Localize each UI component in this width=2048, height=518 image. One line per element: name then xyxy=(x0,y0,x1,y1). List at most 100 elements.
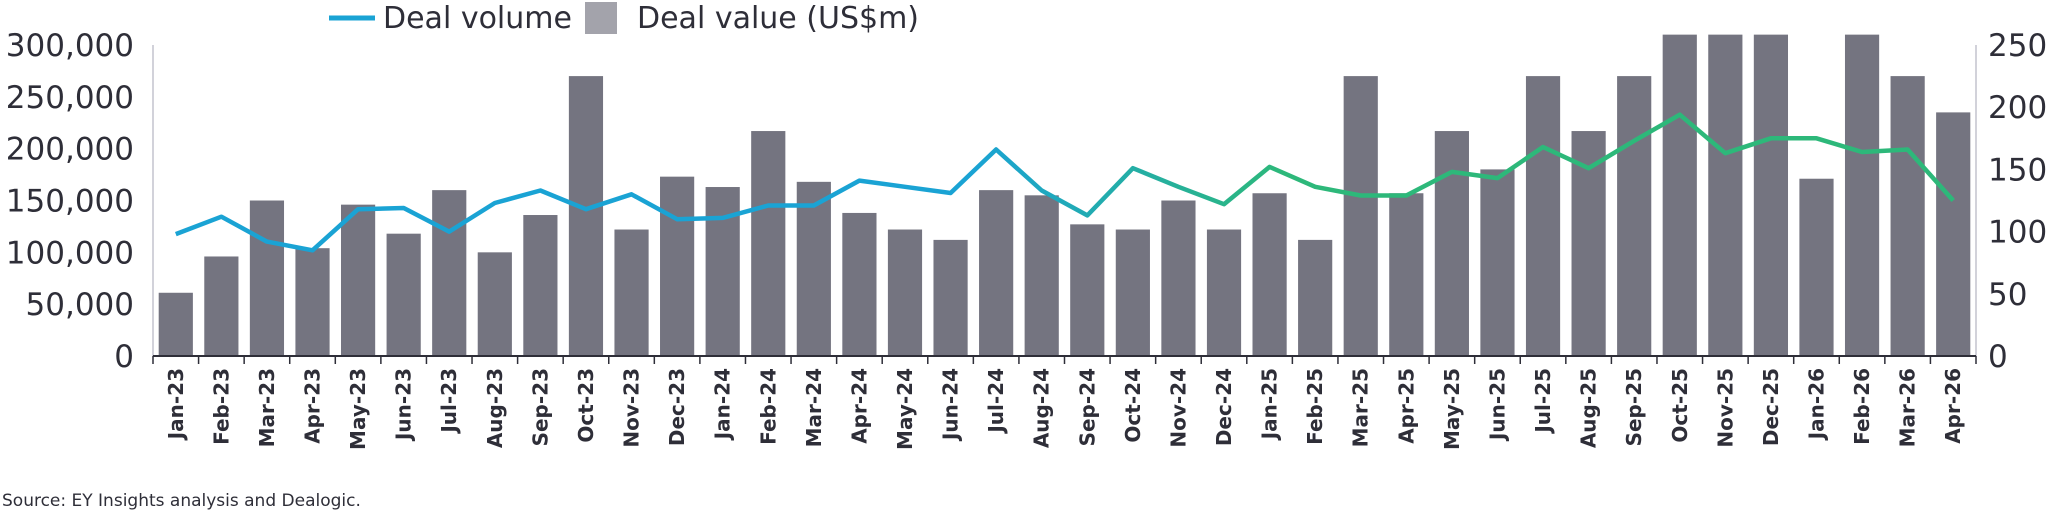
legend: Deal volume Deal value (US$m) xyxy=(329,1,919,36)
bar-deal-value xyxy=(1753,34,1789,357)
bar-deal-value xyxy=(1708,34,1743,357)
bar-deal-value xyxy=(887,229,923,356)
x-tick-label: Sep-23 xyxy=(528,368,552,446)
bar-deal-value xyxy=(1890,76,1925,356)
bar-deal-value xyxy=(1024,195,1059,356)
x-tick-label: Feb-26 xyxy=(1850,368,1874,445)
x-tick-label: Feb-25 xyxy=(1303,368,1327,445)
bar-deal-value xyxy=(477,252,512,356)
y-left-tick-label: 100,000 xyxy=(6,235,134,271)
x-tick-label: Nov-25 xyxy=(1713,368,1737,448)
bar-deal-value xyxy=(1844,34,1880,357)
x-tick-label: Dec-24 xyxy=(1212,368,1236,446)
bar-deal-value xyxy=(1480,169,1515,356)
bar-deal-value xyxy=(158,292,193,356)
bar-deal-value xyxy=(1662,34,1697,357)
x-tick-label: Jan-25 xyxy=(1258,368,1282,441)
x-tick-label: Dec-23 xyxy=(665,368,689,446)
legend-bar-swatch xyxy=(585,2,617,34)
bar-deal-value xyxy=(432,190,467,356)
x-tick-label: Jan-23 xyxy=(164,368,188,441)
x-tick-label: Jun-23 xyxy=(392,368,416,442)
x-tick-label: Aug-25 xyxy=(1577,368,1601,448)
y-right-tick-label: 100 xyxy=(1988,215,2047,251)
x-tick-label: Sep-25 xyxy=(1622,368,1646,446)
bar-deal-value xyxy=(796,181,831,356)
bar-deal-value xyxy=(842,212,877,356)
x-tick-label: Jun-25 xyxy=(1485,368,1509,442)
source-note: Source: EY Insights analysis and Dealogi… xyxy=(2,491,361,511)
x-tick-label: May-24 xyxy=(893,368,917,450)
x-tick-label: Apr-26 xyxy=(1941,368,1965,444)
x-tick-label: Nov-24 xyxy=(1166,368,1190,448)
bar-deal-value xyxy=(933,239,968,356)
x-tick-label: Jul-25 xyxy=(1531,368,1555,435)
bar-deal-value xyxy=(1115,229,1150,356)
x-tick-label: Aug-24 xyxy=(1030,368,1054,448)
y-left-tick-label: 200,000 xyxy=(6,132,134,168)
y-right-tick-label: 150 xyxy=(1988,152,2047,188)
x-tick-label: Jan-26 xyxy=(1804,368,1828,441)
y-right-tick-label: 50 xyxy=(1988,277,2027,313)
plot-area xyxy=(158,34,1971,357)
bar-deal-value xyxy=(1206,229,1242,356)
bar-deal-value xyxy=(568,76,604,356)
x-tick-label: May-25 xyxy=(1440,368,1464,450)
y-left-tick-label: 250,000 xyxy=(6,80,134,116)
x-tick-label: Apr-25 xyxy=(1394,368,1418,444)
x-tick-label: Nov-23 xyxy=(620,368,644,448)
y-right-tick-label: 250 xyxy=(1988,28,2047,64)
x-tick-label: Jul-24 xyxy=(984,368,1008,435)
line-deal-volume xyxy=(174,112,1955,253)
bar-deal-value xyxy=(386,233,421,356)
bar-deal-value xyxy=(1617,76,1652,356)
x-tick-label: Apr-24 xyxy=(847,368,871,444)
x-tick-label: Mar-23 xyxy=(255,368,279,447)
bar-deal-value xyxy=(1389,193,1424,356)
x-tick-label: Oct-25 xyxy=(1668,368,1692,443)
x-tick-label: Mar-26 xyxy=(1896,368,1920,447)
x-tick-label: Oct-23 xyxy=(574,368,598,443)
y-left-tick-label: 0 xyxy=(114,339,134,375)
bar-deal-value xyxy=(1252,193,1287,356)
legend-label-volume: Deal volume xyxy=(383,1,572,36)
x-tick-label: Feb-23 xyxy=(209,368,233,445)
bar-deal-value xyxy=(1161,200,1196,356)
x-tick-label: May-23 xyxy=(346,368,370,450)
x-tick-label: Mar-24 xyxy=(802,368,826,447)
x-tick-label: Sep-24 xyxy=(1075,368,1099,446)
bar-deal-value xyxy=(660,176,695,356)
bar-deal-value xyxy=(340,204,376,356)
bar-deal-value xyxy=(523,215,558,356)
axes: 0 50,000 100,000 150,000 200,000 250,000 300,0… xyxy=(6,28,2047,450)
bar-deal-value xyxy=(249,200,285,356)
y-right-tick-label: 200 xyxy=(1988,90,2047,126)
bar-deal-value xyxy=(1298,239,1333,356)
x-tick-label: Jun-24 xyxy=(939,368,963,442)
x-tick-label: Oct-24 xyxy=(1121,368,1145,443)
x-tick-label: Mar-25 xyxy=(1349,368,1373,447)
bar-deal-value xyxy=(1343,76,1378,356)
x-tick-label: Dec-25 xyxy=(1759,368,1783,446)
legend-label-value: Deal value (US$m) xyxy=(637,1,919,36)
y-left-tick-label: 150,000 xyxy=(6,184,134,220)
x-tick-label: Jan-24 xyxy=(711,368,735,441)
x-tick-label: Feb-24 xyxy=(756,368,780,445)
bar-deal-value xyxy=(751,131,786,356)
bar-deal-value xyxy=(204,256,239,356)
bar-deal-value xyxy=(1070,224,1105,356)
bar-deal-value xyxy=(979,190,1014,356)
bar-deal-value xyxy=(1434,131,1469,356)
y-left-tick-label: 50,000 xyxy=(26,287,134,323)
bar-deal-value xyxy=(1525,76,1561,356)
y-right-tick-label: 0 xyxy=(1988,339,2008,375)
x-tick-label: Aug-23 xyxy=(483,368,507,448)
bar-deal-value xyxy=(1799,178,1834,356)
y-left-tick-label: 300,000 xyxy=(6,28,134,64)
bar-deal-value xyxy=(295,248,330,356)
bar-deal-value xyxy=(614,229,649,356)
bar-deal-value xyxy=(1936,112,1971,356)
x-tick-label: Jul-23 xyxy=(437,368,461,435)
x-tick-label: Apr-23 xyxy=(301,368,325,444)
